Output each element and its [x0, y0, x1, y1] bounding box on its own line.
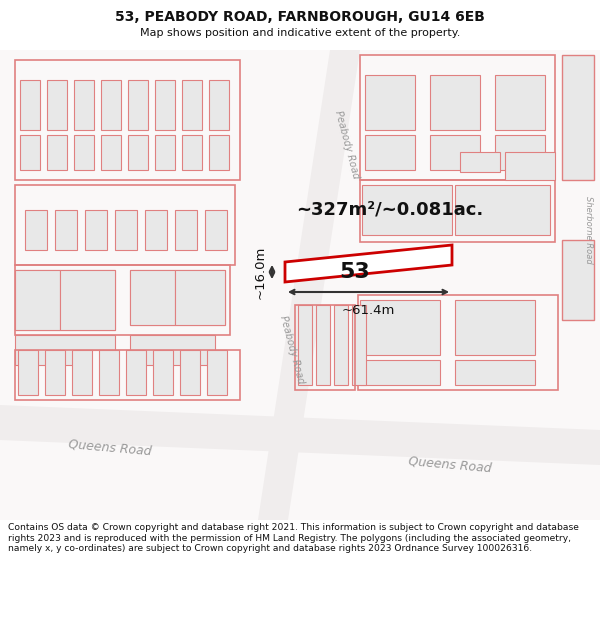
Bar — [316, 305, 330, 385]
Bar — [562, 240, 594, 320]
Bar — [295, 305, 355, 390]
Bar — [15, 185, 235, 265]
Bar — [60, 270, 115, 330]
Bar — [45, 350, 65, 395]
Bar — [18, 350, 38, 395]
Bar — [15, 270, 60, 330]
Polygon shape — [258, 50, 360, 520]
Bar — [153, 350, 173, 395]
Bar — [115, 210, 137, 250]
Bar — [360, 55, 555, 180]
Bar — [430, 135, 480, 170]
Bar — [182, 80, 202, 130]
Text: Contains OS data © Crown copyright and database right 2021. This information is : Contains OS data © Crown copyright and d… — [8, 523, 578, 553]
Bar — [365, 75, 415, 130]
Bar — [365, 135, 415, 170]
Bar — [360, 180, 555, 242]
Polygon shape — [285, 245, 452, 282]
Text: Map shows position and indicative extent of the property.: Map shows position and indicative extent… — [140, 28, 460, 38]
Bar — [15, 270, 115, 330]
Text: 53: 53 — [340, 262, 370, 282]
Bar — [101, 80, 121, 130]
Bar — [180, 350, 200, 395]
Bar — [15, 60, 240, 180]
Bar — [358, 295, 558, 390]
Text: Peabody Road: Peabody Road — [278, 315, 306, 385]
Bar — [505, 152, 555, 180]
Bar — [74, 80, 94, 130]
Bar — [298, 305, 312, 385]
Bar — [455, 185, 550, 235]
Bar — [562, 55, 594, 180]
Bar — [128, 135, 148, 170]
Text: Sherborne Road: Sherborne Road — [584, 196, 593, 264]
Bar — [130, 270, 225, 325]
Text: Peabody Road: Peabody Road — [333, 110, 361, 180]
Bar — [352, 305, 366, 385]
Bar — [430, 75, 480, 130]
Text: Queens Road: Queens Road — [68, 438, 152, 458]
Bar — [175, 270, 225, 325]
Bar — [130, 335, 215, 365]
Bar — [145, 210, 167, 250]
Polygon shape — [0, 405, 600, 465]
Bar — [128, 80, 148, 130]
Bar — [20, 135, 40, 170]
Bar — [205, 210, 227, 250]
Bar — [99, 350, 119, 395]
Bar — [155, 80, 175, 130]
Bar — [47, 80, 67, 130]
Text: Queens Road: Queens Road — [408, 455, 492, 475]
Bar — [175, 210, 197, 250]
Bar — [130, 270, 175, 325]
Text: ~61.4m: ~61.4m — [342, 304, 395, 317]
Bar — [334, 305, 348, 385]
Bar — [495, 75, 545, 130]
Text: ~327m²/~0.081ac.: ~327m²/~0.081ac. — [296, 201, 484, 219]
Bar — [47, 135, 67, 170]
Bar — [55, 210, 77, 250]
Bar — [209, 135, 229, 170]
Bar — [15, 265, 230, 335]
Bar — [455, 300, 535, 355]
Bar — [74, 135, 94, 170]
Bar — [101, 135, 121, 170]
Bar — [209, 80, 229, 130]
Polygon shape — [15, 335, 115, 365]
Bar — [85, 210, 107, 250]
Bar — [460, 152, 500, 172]
Bar — [455, 360, 535, 385]
Bar — [72, 350, 92, 395]
Bar — [20, 80, 40, 130]
Bar — [25, 210, 47, 250]
Bar — [362, 185, 452, 235]
Bar — [207, 350, 227, 395]
Bar — [360, 360, 440, 385]
Bar — [155, 135, 175, 170]
Bar — [360, 300, 440, 355]
Bar — [15, 350, 240, 400]
Text: 53, PEABODY ROAD, FARNBOROUGH, GU14 6EB: 53, PEABODY ROAD, FARNBOROUGH, GU14 6EB — [115, 10, 485, 24]
Bar — [126, 350, 146, 395]
Text: ~16.0m: ~16.0m — [254, 245, 267, 299]
Bar — [182, 135, 202, 170]
Bar — [495, 135, 545, 170]
